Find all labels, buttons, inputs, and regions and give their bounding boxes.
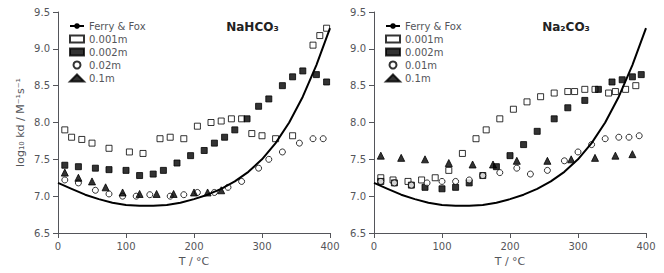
svg-text:200: 200: [500, 241, 519, 252]
svg-text:8.5: 8.5: [34, 80, 50, 91]
svg-text:Ferry & Fox: Ferry & Fox: [89, 21, 146, 32]
svg-text:0.1m: 0.1m: [89, 73, 115, 84]
svg-text:8.0: 8.0: [350, 117, 366, 128]
svg-text:7.5: 7.5: [350, 154, 366, 165]
svg-text:0: 0: [371, 241, 377, 252]
svg-text:400: 400: [320, 241, 339, 252]
svg-text:100: 100: [432, 241, 451, 252]
svg-text:6.5: 6.5: [34, 228, 50, 239]
svg-text:0: 0: [55, 241, 61, 252]
svg-text:7.0: 7.0: [350, 191, 366, 202]
svg-text:0.01m: 0.01m: [405, 60, 437, 71]
svg-text:9.5: 9.5: [34, 7, 50, 18]
svg-text:Na₂CO₃: Na₂CO₃: [542, 20, 590, 34]
svg-text:6.5: 6.5: [350, 228, 366, 239]
svg-text:7.0: 7.0: [34, 191, 50, 202]
svg-text:T / °C: T / °C: [178, 255, 210, 268]
svg-text:100: 100: [116, 241, 135, 252]
svg-text:200: 200: [184, 241, 203, 252]
svg-text:8.5: 8.5: [350, 80, 366, 91]
svg-text:9.5: 9.5: [350, 7, 366, 18]
svg-text:8.0: 8.0: [34, 117, 50, 128]
svg-text:7.5: 7.5: [34, 154, 50, 165]
svg-text:Ferry & Fox: Ferry & Fox: [405, 21, 462, 32]
svg-text:0.002m: 0.002m: [89, 47, 127, 58]
svg-text:NaHCO₃: NaHCO₃: [226, 20, 278, 34]
svg-text:9.0: 9.0: [350, 43, 366, 54]
svg-text:log₁₀ kd / M⁻¹s⁻¹: log₁₀ kd / M⁻¹s⁻¹: [14, 78, 27, 167]
svg-text:0.1m: 0.1m: [405, 73, 431, 84]
svg-text:0.02m: 0.02m: [89, 60, 121, 71]
svg-text:400: 400: [636, 241, 655, 252]
svg-text:300: 300: [568, 241, 587, 252]
svg-text:300: 300: [252, 241, 271, 252]
svg-text:9.0: 9.0: [34, 43, 50, 54]
svg-text:0.001m: 0.001m: [405, 34, 443, 45]
svg-text:T / °C: T / °C: [494, 255, 526, 268]
svg-text:0.001m: 0.001m: [89, 34, 127, 45]
svg-text:0.002m: 0.002m: [405, 47, 443, 58]
